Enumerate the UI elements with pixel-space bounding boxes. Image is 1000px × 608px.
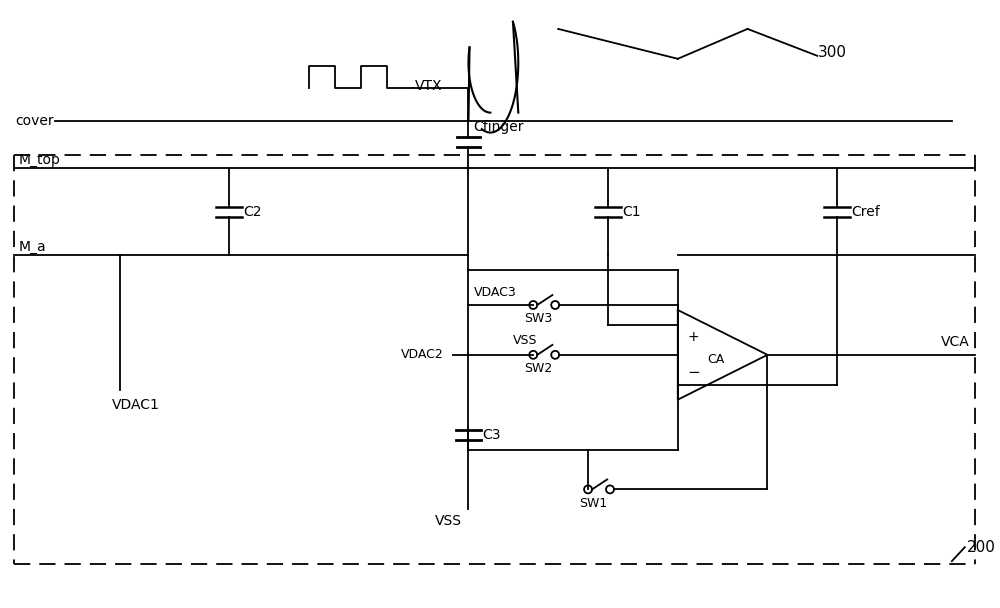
Text: SW3: SW3 xyxy=(524,313,552,325)
Text: VSS: VSS xyxy=(435,514,462,528)
Text: C1: C1 xyxy=(622,205,641,219)
Text: M_a: M_a xyxy=(19,240,47,254)
Text: 300: 300 xyxy=(817,46,846,60)
Text: VCA: VCA xyxy=(941,335,970,349)
Text: VDAC1: VDAC1 xyxy=(112,398,160,412)
Text: cover: cover xyxy=(15,114,54,128)
Text: C3: C3 xyxy=(482,427,501,441)
Text: −: − xyxy=(688,365,700,380)
Text: 200: 200 xyxy=(967,540,996,554)
Text: VTX: VTX xyxy=(415,78,442,92)
Text: +: + xyxy=(688,330,699,344)
Text: SW1: SW1 xyxy=(579,497,607,510)
Text: CA: CA xyxy=(708,353,725,366)
Text: C2: C2 xyxy=(243,205,262,219)
Text: VSS: VSS xyxy=(513,334,538,347)
Text: Cfinger: Cfinger xyxy=(473,120,524,134)
Text: VDAC3: VDAC3 xyxy=(473,286,516,299)
Text: SW2: SW2 xyxy=(524,362,552,375)
Text: VDAC2: VDAC2 xyxy=(401,348,443,361)
Text: M_top: M_top xyxy=(19,153,61,167)
Text: Cref: Cref xyxy=(851,205,880,219)
